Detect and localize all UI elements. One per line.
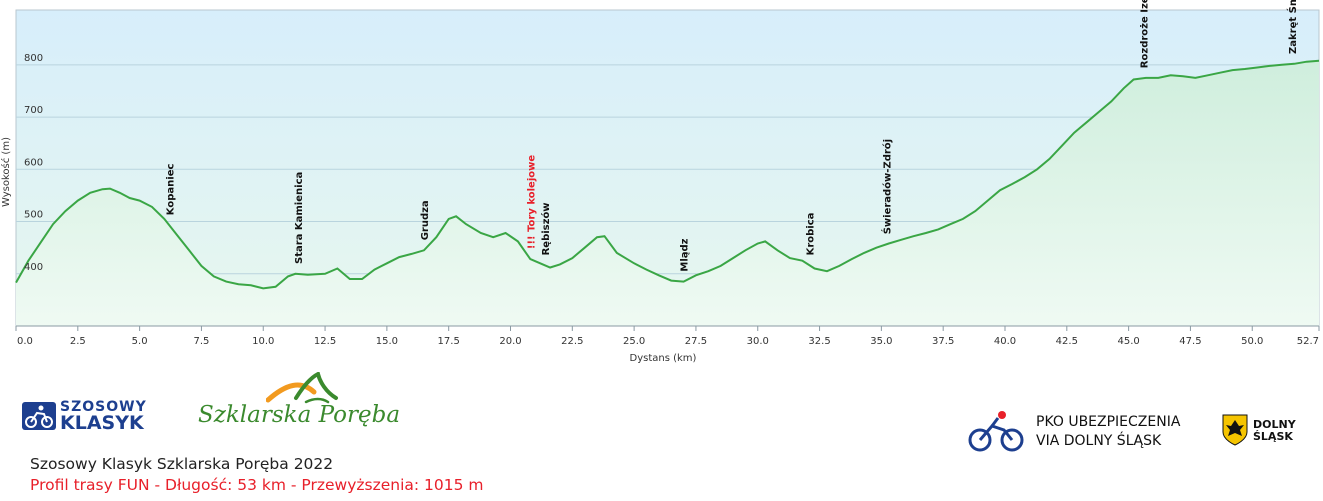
x-tick-label: 0.0 bbox=[17, 336, 33, 347]
pko-ubezpieczenia-logo: PKO UBEZPIECZENIA VIA DOLNY ŚLĄSK bbox=[968, 410, 1198, 454]
footer: SZOSOWY KLASYK Szklarska Poręba PKO UBEZ… bbox=[0, 372, 1323, 501]
x-tick-label: 22.5 bbox=[561, 336, 583, 347]
x-axis-title: Dystans (km) bbox=[630, 353, 697, 364]
place-annotations: Kopaniec Stara Kamienica Grudza !!! Tory ko… bbox=[165, 0, 1299, 272]
y-tick-label: 700 bbox=[24, 105, 43, 116]
x-tick-label: 17.5 bbox=[438, 336, 460, 347]
x-tick-label: 7.5 bbox=[193, 336, 209, 347]
y-tick-label: 600 bbox=[24, 157, 43, 168]
szosowy-logo-line2: KLASYK bbox=[60, 412, 144, 434]
y-tick-label: 400 bbox=[24, 262, 43, 273]
place-label: Zakręt Śmierci bbox=[1286, 0, 1299, 54]
place-label: Kopaniec bbox=[165, 164, 176, 216]
szklarska-poreba-logo: Szklarska Poręba bbox=[196, 372, 406, 434]
x-axis-ticks: 0.0 2.5 5.0 7.5 10.0 12.5 15.0 17.5 20.0 22.5 25.0… bbox=[15, 326, 1320, 347]
y-tick-label: 500 bbox=[24, 210, 43, 221]
x-tick-label: 12.5 bbox=[314, 336, 336, 347]
place-label: !!! Tory kolejowe bbox=[526, 155, 537, 249]
place-label: Stara Kamienica bbox=[294, 172, 305, 264]
y-tick-label: 800 bbox=[24, 53, 43, 64]
szklarska-logo-text: Szklarska Poręba bbox=[198, 402, 401, 428]
route-title: Szosowy Klasyk Szklarska Poręba 2022 bbox=[30, 455, 334, 473]
y-axis-title: Wysokość (m) bbox=[0, 137, 12, 207]
dolny-slask-logo: DOLNY ŚLĄSK bbox=[1222, 414, 1312, 450]
x-tick-label: 30.0 bbox=[747, 336, 769, 347]
place-label: Rębiszów bbox=[540, 202, 552, 255]
x-tick-label: 45.0 bbox=[1117, 336, 1139, 347]
x-tick-label: 32.5 bbox=[808, 336, 830, 347]
elevation-profile-chart: 0.0 2.5 5.0 7.5 10.0 12.5 15.0 17.5 20.0 22.5 25.0… bbox=[0, 0, 1320, 364]
x-tick-label: 5.0 bbox=[132, 336, 148, 347]
place-label: Krobica bbox=[806, 213, 817, 256]
x-tick-label: 15.0 bbox=[376, 336, 398, 347]
x-tick-label: 37.5 bbox=[932, 336, 954, 347]
x-tick-label: 47.5 bbox=[1179, 336, 1201, 347]
x-tick-label: 10.0 bbox=[252, 336, 274, 347]
x-tick-label: 20.0 bbox=[499, 336, 521, 347]
x-tick-label: 25.0 bbox=[623, 336, 645, 347]
eagle-crest-icon bbox=[1222, 414, 1248, 446]
place-label: Rozdroże Izerskie bbox=[1140, 0, 1151, 68]
x-tick-label: 50.0 bbox=[1241, 336, 1263, 347]
cyclist-badge-icon bbox=[22, 402, 56, 430]
route-subtitle: Profil trasy FUN - Długość: 53 km - Prze… bbox=[30, 476, 484, 494]
x-tick-label: 40.0 bbox=[994, 336, 1016, 347]
route-info: Szosowy Klasyk Szklarska Poręba 2022 Pro… bbox=[30, 455, 484, 494]
szosowy-logo-line1: SZOSOWY bbox=[60, 399, 147, 415]
place-label: Świeradów-Zdrój bbox=[880, 139, 893, 234]
pko-logo-line1: PKO UBEZPIECZENIA bbox=[1036, 414, 1181, 430]
x-tick-label: 35.0 bbox=[870, 336, 892, 347]
dolny-logo-line1: DOLNY bbox=[1253, 418, 1296, 431]
szosowy-klasyk-logo: SZOSOWY KLASYK bbox=[22, 398, 172, 434]
x-tick-label: 2.5 bbox=[70, 336, 86, 347]
place-label: Mlądz bbox=[680, 238, 691, 271]
x-tick-label: 27.5 bbox=[685, 336, 707, 347]
dolny-logo-line2: ŚLĄSK bbox=[1253, 430, 1293, 443]
elevation-area bbox=[16, 60, 1319, 326]
cyclist-icon bbox=[968, 411, 1024, 452]
x-tick-label: 42.5 bbox=[1056, 336, 1078, 347]
place-label: Grudza bbox=[420, 200, 431, 240]
x-tick-label: 52.7 bbox=[1297, 336, 1319, 347]
pko-logo-line2: VIA DOLNY ŚLĄSK bbox=[1036, 433, 1162, 449]
y-axis-ticks: 400 500 600 700 800 bbox=[24, 53, 43, 273]
mountain-swoosh-icon bbox=[266, 372, 338, 404]
elevation-line bbox=[15, 59, 1320, 290]
